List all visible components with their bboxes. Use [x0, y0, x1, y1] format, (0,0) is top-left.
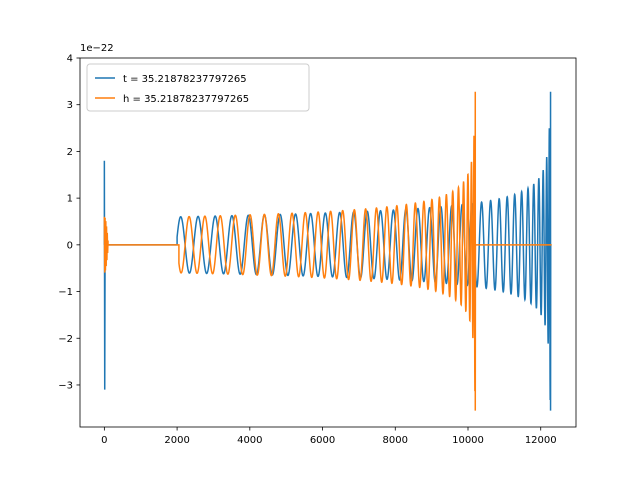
x-tick-label: 10000 — [452, 435, 484, 446]
y-tick-label: −1 — [58, 287, 73, 298]
legend: t = 35.21878237797265 h = 35.218782377972… — [86, 63, 310, 112]
legend-label: t = 35.21878237797265 — [123, 74, 247, 85]
x-tick-label: 12000 — [525, 435, 557, 446]
plot-lines — [103, 91, 552, 411]
series-line-1 — [103, 91, 552, 411]
y-offset-text: 1e−22 — [80, 43, 114, 54]
y-tick-label: 4 — [67, 54, 73, 65]
legend-label: h = 35.21878237797265 — [123, 94, 249, 105]
y-tick-label: 3 — [67, 100, 73, 111]
y-tick-label: 2 — [67, 147, 73, 158]
y-tick-label: −2 — [58, 334, 73, 345]
y-tick-label: 1 — [67, 194, 73, 205]
y-axis-ticks: −3 −2 −1 0 1 2 3 4 — [58, 54, 80, 391]
x-tick-label: 4000 — [237, 435, 262, 446]
x-axis-ticks: 0 2000 4000 6000 8000 10000 12000 — [101, 427, 557, 446]
x-tick-label: 0 — [101, 435, 107, 446]
x-tick-label: 6000 — [310, 435, 335, 446]
y-tick-label: −3 — [58, 380, 73, 391]
axes-spines — [79, 57, 577, 428]
legend-box — [86, 63, 310, 112]
x-tick-label: 2000 — [164, 435, 189, 446]
series-line-0 — [103, 91, 552, 411]
x-tick-label: 8000 — [383, 435, 408, 446]
axes-frame — [79, 57, 577, 428]
y-tick-label: 0 — [67, 240, 73, 251]
